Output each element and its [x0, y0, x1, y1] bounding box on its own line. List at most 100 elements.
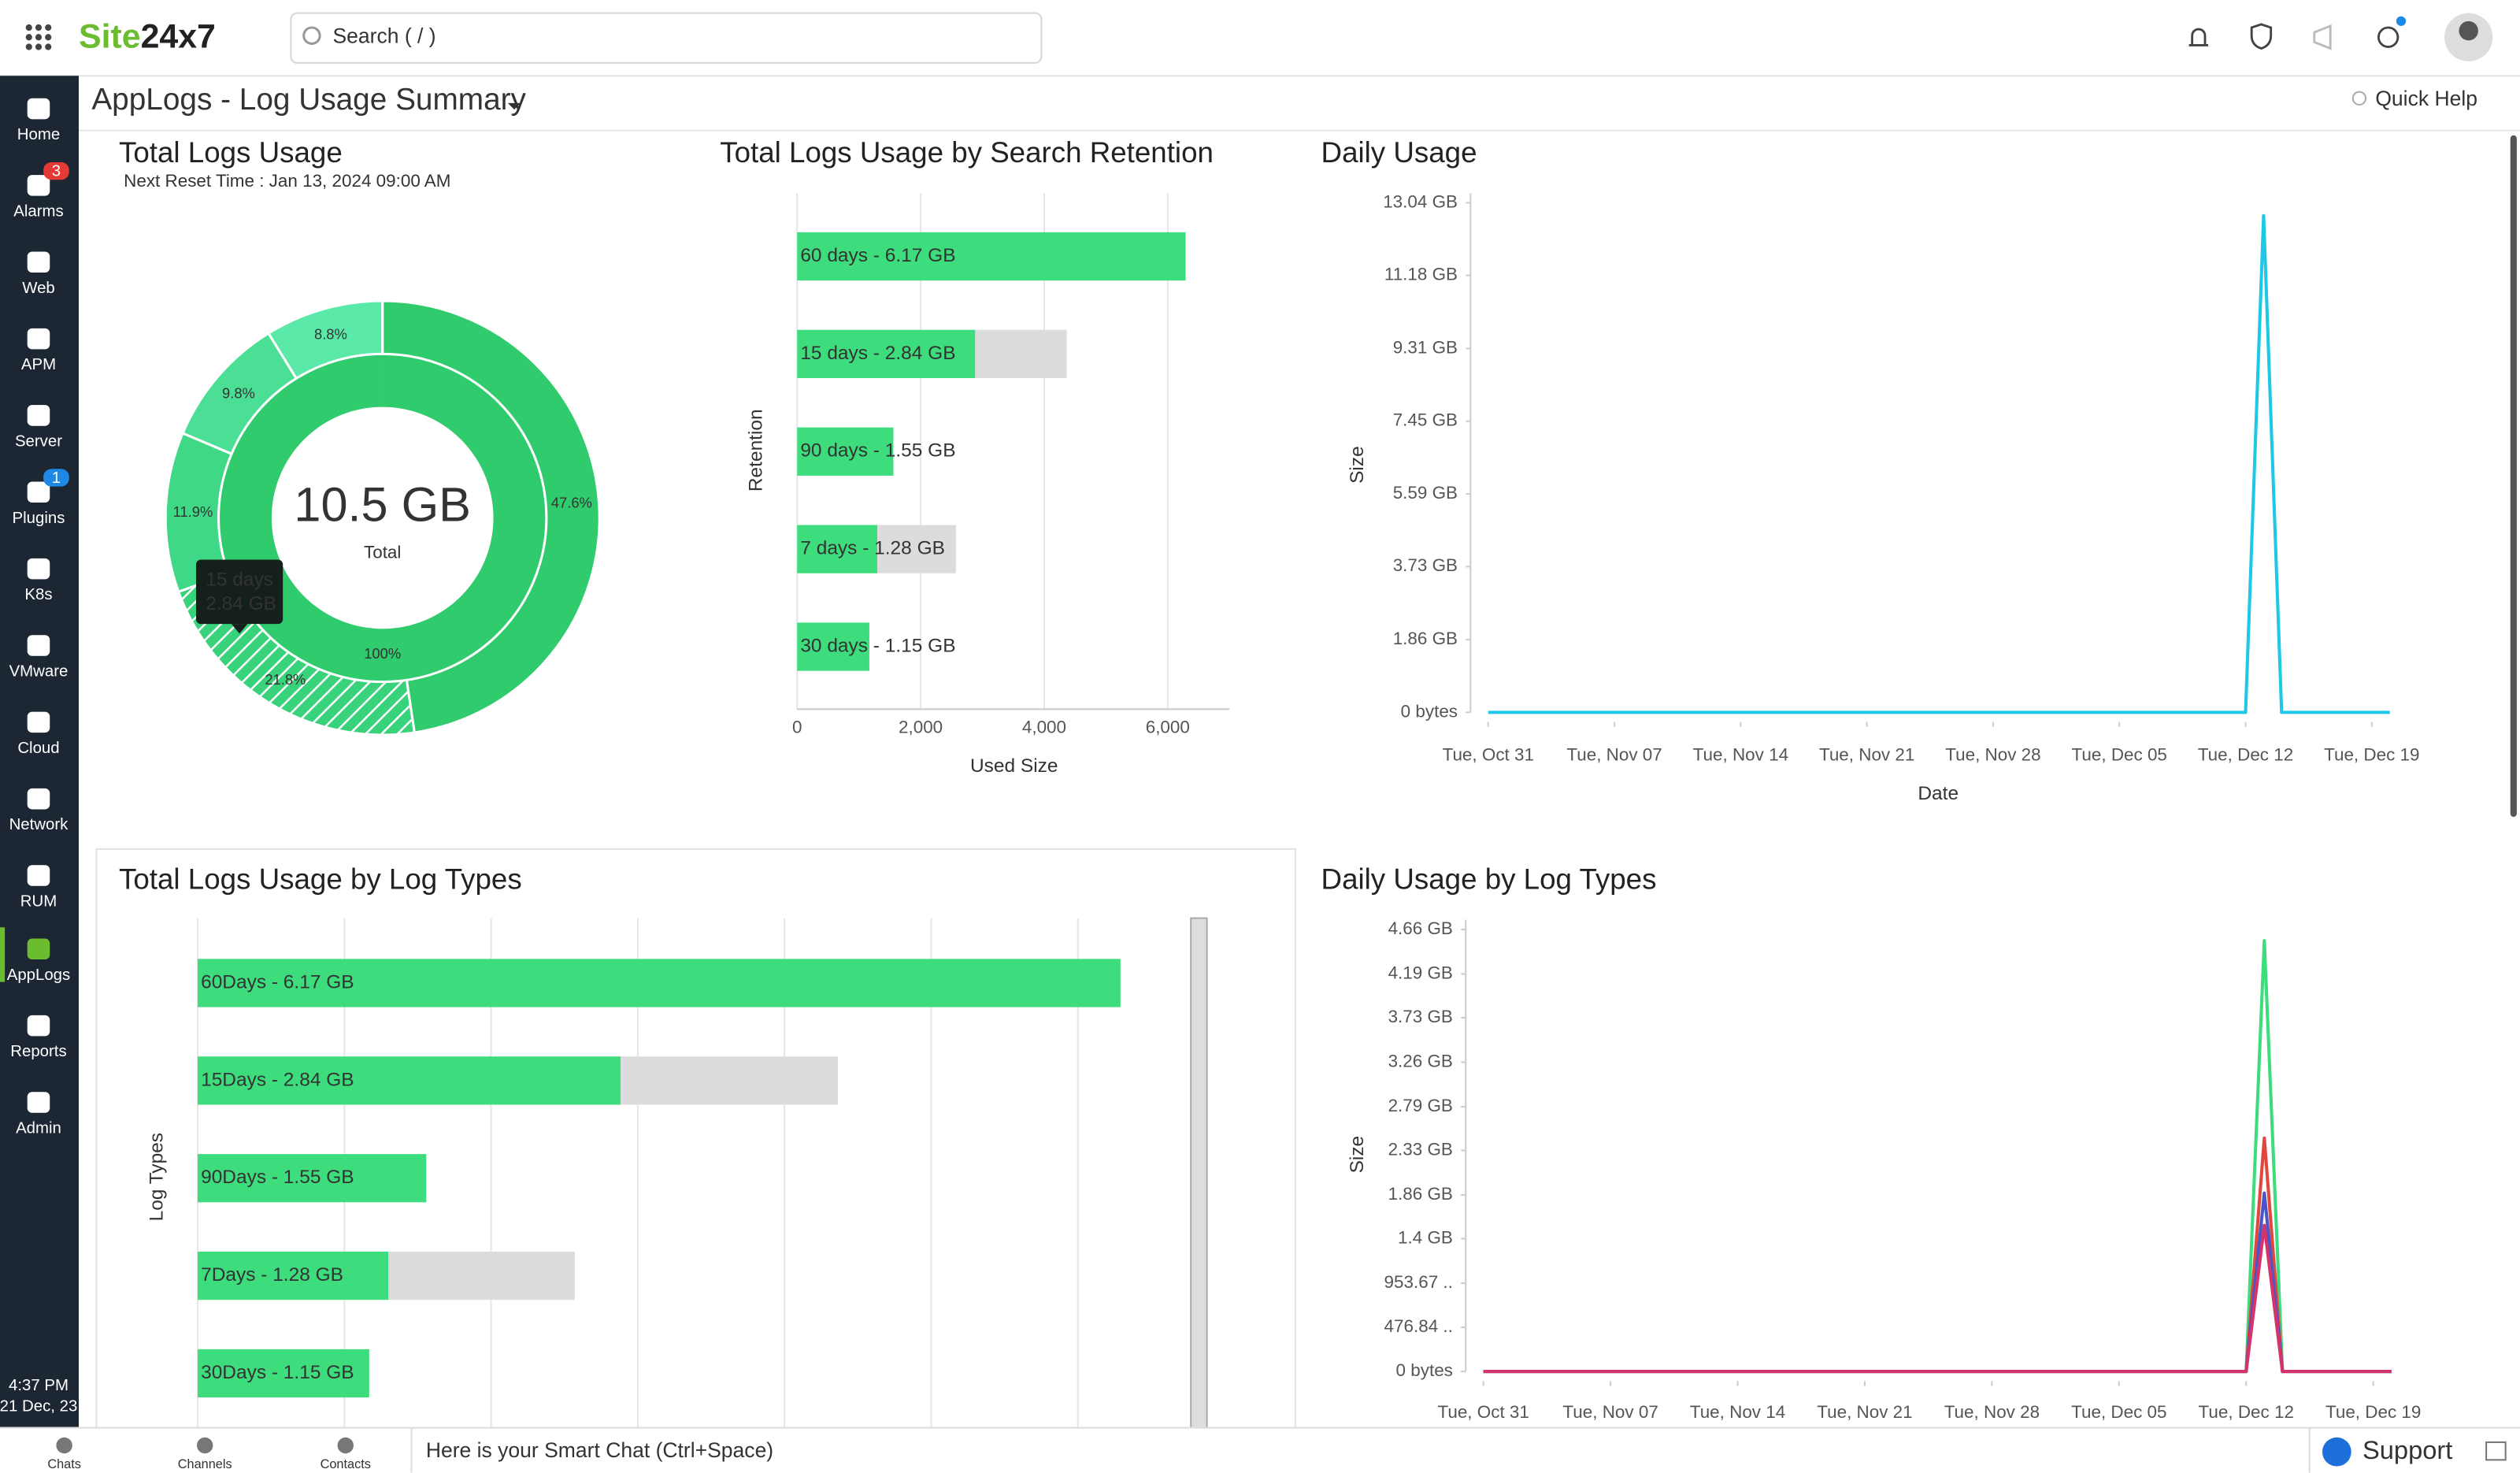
donut-inner-slice[interactable]	[218, 354, 547, 682]
nav-label[interactable]: Network	[9, 816, 69, 833]
bar[interactable]	[198, 1154, 427, 1203]
nav-label[interactable]: Web	[22, 280, 55, 297]
bar-label: 90 days - 1.55 GB	[800, 440, 955, 462]
nav-icon[interactable]	[27, 865, 50, 886]
nav-label[interactable]: Admin	[16, 1120, 61, 1137]
badge-count: 1	[52, 469, 61, 487]
y-axis-label: Size	[1347, 446, 1368, 484]
bar-label: 60 days - 6.17 GB	[800, 245, 955, 266]
nav-label[interactable]: Server	[15, 433, 62, 451]
bar-label: 7 days - 1.28 GB	[800, 538, 945, 559]
nav-icon[interactable]	[27, 558, 50, 580]
footer-tab[interactable]: Channels	[178, 1457, 232, 1471]
nav-label[interactable]: K8s	[24, 586, 52, 603]
nav-icon[interactable]	[27, 788, 50, 810]
active-indicator	[0, 927, 6, 982]
nav-label[interactable]: VMware	[9, 663, 69, 681]
nav-icon[interactable]	[27, 711, 50, 733]
nav-label[interactable]: Plugins	[13, 510, 65, 527]
x-axis-label: Used Size	[970, 755, 1058, 777]
x-tick-label: Tue, Nov 07	[1566, 744, 1662, 764]
bar[interactable]	[877, 525, 956, 573]
nav-icon[interactable]	[27, 1092, 50, 1113]
x-tick-label: Tue, Oct 31	[1443, 744, 1534, 764]
footer-tab[interactable]: Contacts	[321, 1457, 371, 1471]
donut-slice[interactable]	[266, 299, 384, 380]
nav-icon[interactable]	[27, 405, 50, 426]
y-tick-label: 1.86 GB	[1393, 629, 1458, 648]
y-tick-label: 3.26 GB	[1388, 1051, 1453, 1070]
support[interactable]: Support	[2362, 1435, 2452, 1464]
x-tick-label: Tue, Dec 19	[2324, 744, 2419, 764]
chart-title: Daily Usage	[1321, 136, 1477, 169]
nav-icon[interactable]	[27, 481, 50, 503]
tab-icon	[56, 1437, 72, 1454]
bar[interactable]	[797, 622, 869, 671]
chat-input[interactable]: Here is your Smart Chat (Ctrl+Space)	[426, 1438, 773, 1462]
x-tick-label: 6,000	[1146, 718, 1190, 737]
nav-label[interactable]: AppLogs	[7, 967, 71, 984]
dropdown-caret[interactable]	[507, 102, 521, 110]
nav-icon[interactable]	[27, 635, 50, 656]
y-tick-label: 1.86 GB	[1388, 1184, 1453, 1204]
y-tick-label: 4.66 GB	[1388, 918, 1453, 938]
bar[interactable]	[621, 1056, 839, 1105]
avatar-head	[2459, 20, 2478, 41]
nav-icon[interactable]	[27, 328, 50, 350]
bar[interactable]	[388, 1251, 575, 1300]
bar-label: 15Days - 2.84 GB	[201, 1069, 354, 1090]
x-tick-label: 0	[792, 718, 802, 737]
notification-dot	[2396, 16, 2407, 26]
y-tick-label: 0 bytes	[1396, 1360, 1453, 1380]
bar-label: 90Days - 1.55 GB	[201, 1167, 354, 1188]
nav-icon[interactable]	[27, 175, 50, 196]
apps-grid[interactable]	[25, 24, 52, 50]
page-scrollbar[interactable]	[2510, 135, 2517, 818]
nav-label[interactable]: RUM	[20, 893, 57, 911]
search-box[interactable]	[290, 12, 1043, 64]
quick-help[interactable]: Quick Help	[2375, 87, 2477, 110]
bar[interactable]	[797, 232, 1186, 281]
nav-icon[interactable]	[27, 98, 50, 120]
slice-label: 100%	[364, 645, 401, 662]
y-tick-label: 0 bytes	[1401, 701, 1458, 721]
x-tick-label: Tue, Nov 21	[1817, 1402, 1912, 1422]
nav-label[interactable]: Cloud	[17, 740, 59, 757]
bar[interactable]	[797, 329, 976, 378]
bar[interactable]	[797, 427, 894, 476]
nav-label[interactable]: Home	[17, 126, 60, 143]
bar[interactable]	[198, 1056, 621, 1105]
bar-label: 15 days - 2.84 GB	[800, 343, 955, 364]
y-tick-label: 11.18 GB	[1384, 265, 1458, 284]
tooltip-arrow	[231, 624, 248, 634]
footer-tab[interactable]: Chats	[47, 1457, 81, 1471]
logo-b: 24x7	[141, 18, 216, 56]
panel-scrollbar[interactable]	[1190, 917, 1208, 1429]
y-tick-label: 4.19 GB	[1388, 963, 1453, 982]
bar[interactable]	[975, 329, 1067, 378]
donut-slice[interactable]	[381, 299, 601, 734]
nav-label[interactable]: Reports	[10, 1043, 66, 1060]
x-tick-label: Tue, Nov 28	[1945, 744, 2040, 764]
line-series[interactable]	[1483, 1191, 2392, 1374]
x-axis-label: Date	[1918, 783, 1959, 804]
badge	[43, 469, 69, 487]
chart-title: Total Logs Usage by Search Retention	[720, 136, 1214, 169]
search-placeholder: Search ( / )	[332, 24, 435, 47]
nav-label[interactable]: APM	[21, 356, 56, 373]
nav-icon[interactable]	[27, 938, 50, 960]
y-axis-label: Log Types	[146, 1133, 167, 1221]
line-series[interactable]	[1483, 1223, 2392, 1374]
nav-icon[interactable]	[27, 251, 50, 273]
bar[interactable]	[198, 1251, 389, 1300]
page-title[interactable]: AppLogs - Log Usage Summary	[91, 83, 526, 117]
bar[interactable]	[797, 525, 878, 573]
chat-icon[interactable]	[2485, 1441, 2507, 1461]
header-icons[interactable]	[2188, 23, 2400, 50]
line-series[interactable]	[1488, 213, 2390, 714]
nav-icon[interactable]	[27, 1015, 50, 1037]
bar[interactable]	[198, 1349, 369, 1398]
bar[interactable]	[198, 959, 1121, 1007]
bar-label: 30Days - 1.15 GB	[201, 1362, 354, 1383]
nav-label[interactable]: Alarms	[13, 202, 63, 220]
